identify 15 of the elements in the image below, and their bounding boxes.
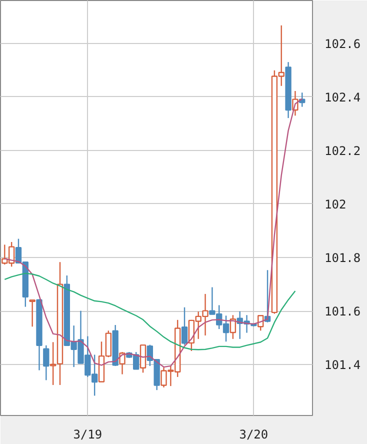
y-tick-label: 101.6 xyxy=(324,304,361,319)
y-tick-label: 102.2 xyxy=(324,144,361,158)
y-tick-label: 101.4 xyxy=(324,358,361,372)
candlestick xyxy=(181,306,188,346)
y-tick-label: 102 xyxy=(324,197,346,212)
candlestick xyxy=(119,351,126,375)
x-tick-label: 3/20 xyxy=(239,428,268,442)
line-series xyxy=(4,272,296,350)
x-tick-label: 3/19 xyxy=(73,428,102,442)
y-tick-label: 101.8 xyxy=(324,251,361,266)
y-tick-label: 102.6 xyxy=(324,36,361,51)
candlestick xyxy=(29,300,36,328)
y-tick-label: 102.4 xyxy=(324,90,361,104)
candlestick xyxy=(43,344,50,381)
candlestick xyxy=(140,344,146,374)
